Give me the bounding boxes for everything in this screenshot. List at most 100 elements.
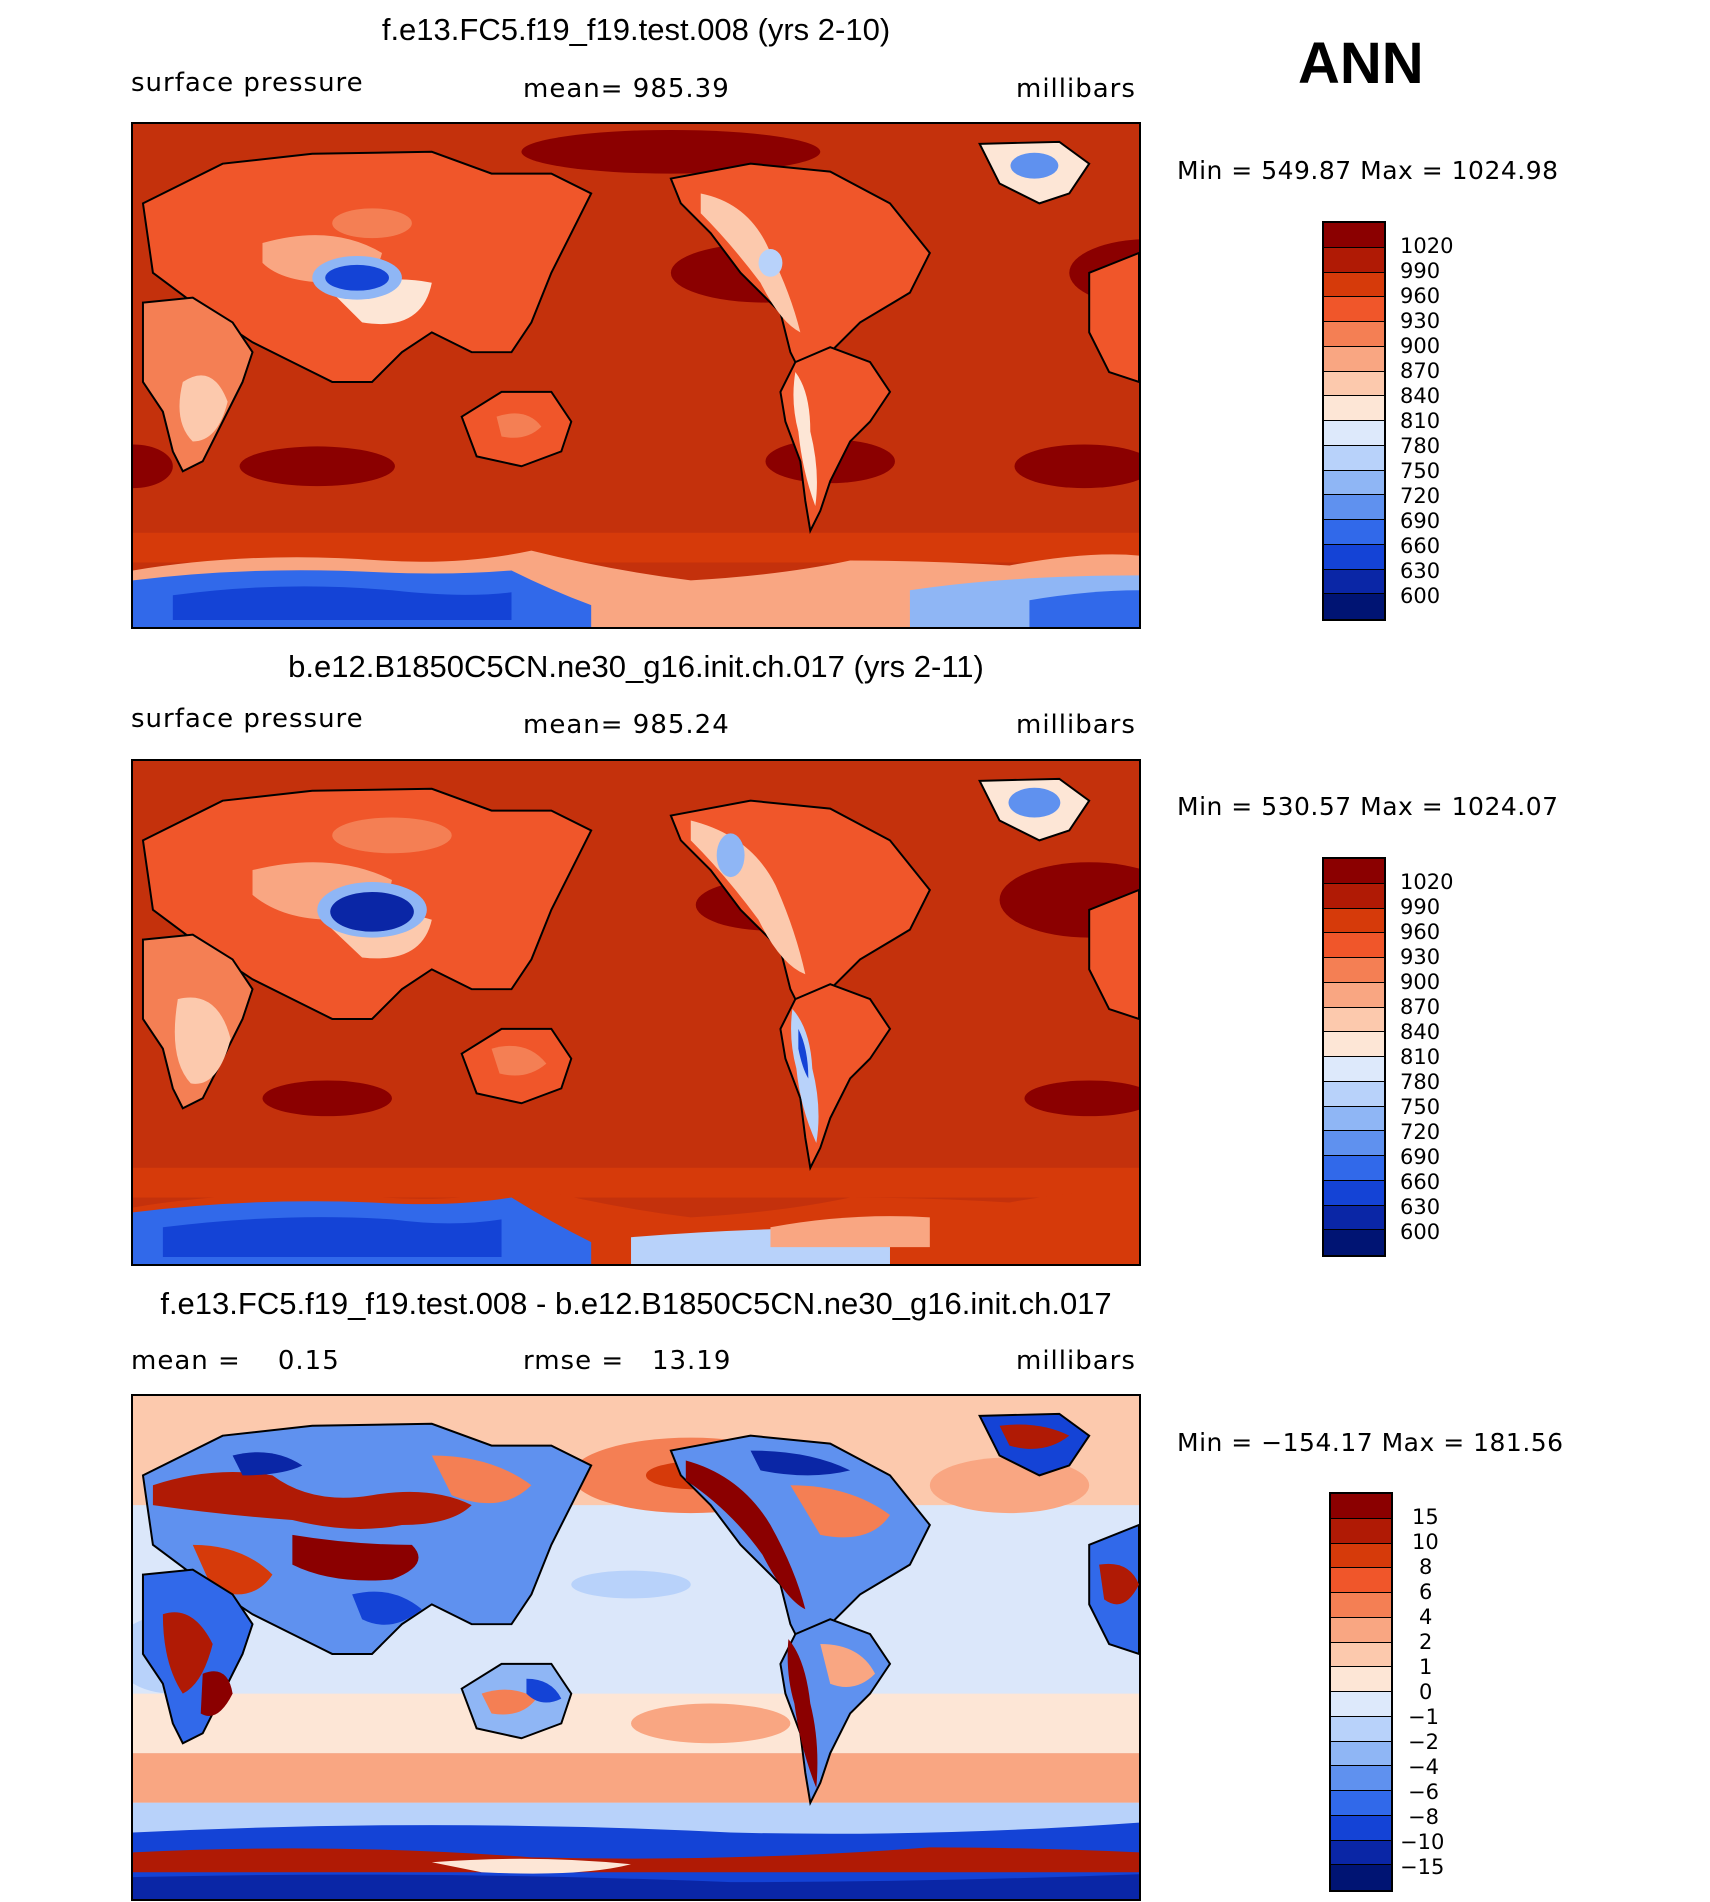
panel-3-colorbar-swatch xyxy=(1331,1716,1391,1742)
panel-3-colorbar-swatch xyxy=(1331,1518,1391,1544)
panel-3-colorbar-label: −15 xyxy=(1400,1855,1445,1879)
panel-2-colorbar-label: 630 xyxy=(1400,1195,1441,1219)
panel-1-colorbar-swatch xyxy=(1324,247,1384,273)
panel-2-colorbar-swatch xyxy=(1324,982,1384,1008)
panel-1-colorbar-swatch xyxy=(1324,297,1384,322)
panel-2-colorbar-swatch xyxy=(1324,1007,1384,1033)
panel-1-colorbar xyxy=(1322,221,1386,621)
panel-3-colorbar-swatch xyxy=(1331,1494,1391,1519)
panel-1-colorbar-swatch xyxy=(1324,445,1384,471)
panel-3-mean-label: mean = 0.15 xyxy=(131,1346,340,1376)
panel-2-units-label: millibars xyxy=(1016,710,1136,740)
panel-2-colorbar-swatch xyxy=(1324,933,1384,958)
panel-3-colorbar-swatch xyxy=(1331,1766,1391,1791)
panel-2-colorbar-swatch xyxy=(1324,859,1384,884)
panel-2-colorbar-swatch xyxy=(1324,883,1384,909)
panel-2-colorbar-label: 720 xyxy=(1400,1120,1441,1144)
panel-1-colorbar-label: 900 xyxy=(1400,334,1441,358)
panel-1-colorbar-label: 990 xyxy=(1400,259,1441,283)
panel-3-colorbar-swatch xyxy=(1331,1741,1391,1767)
panel-2-colorbar-label: 1020 xyxy=(1400,870,1454,894)
panel-1-colorbar-swatch xyxy=(1324,495,1384,520)
panel-3-colorbar-swatch xyxy=(1331,1791,1391,1816)
panel-3-colorbar-label: 10 xyxy=(1412,1530,1439,1554)
panel-1-colorbar-swatch xyxy=(1324,421,1384,446)
panel-3-colorbar-label: 4 xyxy=(1419,1605,1433,1629)
panel-1-colorbar-swatch xyxy=(1324,272,1384,298)
panel-3-colorbar-swatch xyxy=(1331,1617,1391,1643)
panel-2-colorbar-swatch xyxy=(1324,1032,1384,1057)
panel-1-colorbar-swatch xyxy=(1324,346,1384,372)
panel-2-colorbar xyxy=(1322,857,1386,1257)
panel-1-colorbar-swatch xyxy=(1324,594,1384,619)
panel-3-map-plot xyxy=(133,1396,1139,1899)
panel-3-colorbar-label: −1 xyxy=(1408,1705,1439,1729)
panel-1-colorbar-label: 780 xyxy=(1400,434,1441,458)
panel-2-colorbar-swatch xyxy=(1324,1081,1384,1107)
panel-1-colorbar-swatch xyxy=(1324,544,1384,570)
panel-2-colorbar-label: 690 xyxy=(1400,1145,1441,1169)
panel-2-colorbar-label: 900 xyxy=(1400,970,1441,994)
panel-3-colorbar xyxy=(1329,1492,1393,1892)
panel-3-colorbar-swatch xyxy=(1331,1543,1391,1569)
panel-2-colorbar-label: 660 xyxy=(1400,1170,1441,1194)
season-label: ANN xyxy=(1298,31,1424,96)
panel-3-title: f.e13.FC5.f19_f19.test.008 - b.e12.B1850… xyxy=(160,1286,1112,1321)
panel-3-colorbar-swatch xyxy=(1331,1840,1391,1866)
panel-3-colorbar-label: −10 xyxy=(1400,1830,1445,1854)
panel-2-colorbar-label: 780 xyxy=(1400,1070,1441,1094)
panel-1-mean-label: mean= 985.39 xyxy=(523,74,730,104)
panel-1-colorbar-label: 960 xyxy=(1400,284,1441,308)
panel-1-units-label: millibars xyxy=(1016,74,1136,104)
panel-3-colorbar-label: 0 xyxy=(1419,1680,1433,1704)
panel-1-colorbar-swatch xyxy=(1324,322,1384,347)
panel-1-colorbar-label: 690 xyxy=(1400,509,1441,533)
panel-2-variable-label: surface pressure xyxy=(131,704,364,734)
panel-1-colorbar-label: 930 xyxy=(1400,309,1441,333)
panel-3-colorbar-label: −6 xyxy=(1408,1780,1439,1804)
panel-2-colorbar-label: 750 xyxy=(1400,1095,1441,1119)
panel-2-colorbar-swatch xyxy=(1324,1156,1384,1181)
panel-3-colorbar-label: 1 xyxy=(1419,1655,1433,1679)
panel-3-map xyxy=(131,1394,1141,1901)
panel-2-colorbar-swatch xyxy=(1324,1230,1384,1255)
panel-1-colorbar-label: 660 xyxy=(1400,534,1441,558)
panel-3-rmse-label: rmse = 13.19 xyxy=(523,1346,732,1376)
panel-3-colorbar-label: 2 xyxy=(1419,1630,1433,1654)
panel-3-minmax: Min = −154.17 Max = 181.56 xyxy=(1177,1428,1564,1457)
panel-1-title: f.e13.FC5.f19_f19.test.008 (yrs 2-10) xyxy=(381,12,891,47)
panel-3-colorbar-label: 6 xyxy=(1419,1580,1433,1604)
panel-1-colorbar-label: 720 xyxy=(1400,484,1441,508)
panel-2-colorbar-swatch xyxy=(1324,1131,1384,1156)
panel-3-colorbar-swatch xyxy=(1331,1667,1391,1692)
panel-2-colorbar-swatch xyxy=(1324,1205,1384,1231)
panel-1-variable-label: surface pressure xyxy=(131,68,364,98)
panel-3-colorbar-label: −4 xyxy=(1408,1755,1439,1779)
panel-1-colorbar-label: 600 xyxy=(1400,584,1441,608)
panel-2-colorbar-swatch xyxy=(1324,908,1384,934)
panel-3-colorbar-label: −8 xyxy=(1408,1805,1439,1829)
panel-1-colorbar-swatch xyxy=(1324,470,1384,496)
panel-1-minmax: Min = 549.87 Max = 1024.98 xyxy=(1177,156,1559,185)
panel-1-colorbar-label: 870 xyxy=(1400,359,1441,383)
panel-3-colorbar-label: −2 xyxy=(1408,1730,1439,1754)
panel-2-colorbar-swatch xyxy=(1324,1057,1384,1082)
panel-2-colorbar-label: 990 xyxy=(1400,895,1441,919)
panel-2-colorbar-swatch xyxy=(1324,958,1384,983)
panel-1-colorbar-label: 1020 xyxy=(1400,234,1454,258)
panel-1-colorbar-label: 840 xyxy=(1400,384,1441,408)
panel-3-colorbar-swatch xyxy=(1331,1642,1391,1668)
panel-3-colorbar-swatch xyxy=(1331,1865,1391,1890)
panel-2-colorbar-swatch xyxy=(1324,1106,1384,1132)
panel-1-colorbar-label: 630 xyxy=(1400,559,1441,583)
panel-2-title: b.e12.B1850C5CN.ne30_g16.init.ch.017 (yr… xyxy=(288,649,984,684)
panel-1-colorbar-label: 750 xyxy=(1400,459,1441,483)
panel-1-colorbar-label: 810 xyxy=(1400,409,1441,433)
panel-2-colorbar-label: 600 xyxy=(1400,1220,1441,1244)
panel-3-colorbar-label: 15 xyxy=(1412,1505,1439,1529)
panel-1-map-plot xyxy=(133,124,1139,627)
panel-3-colorbar-label: 8 xyxy=(1419,1555,1433,1579)
panel-1-colorbar-swatch xyxy=(1324,223,1384,248)
panel-2-map-plot xyxy=(133,761,1139,1264)
panel-2-colorbar-label: 840 xyxy=(1400,1020,1441,1044)
